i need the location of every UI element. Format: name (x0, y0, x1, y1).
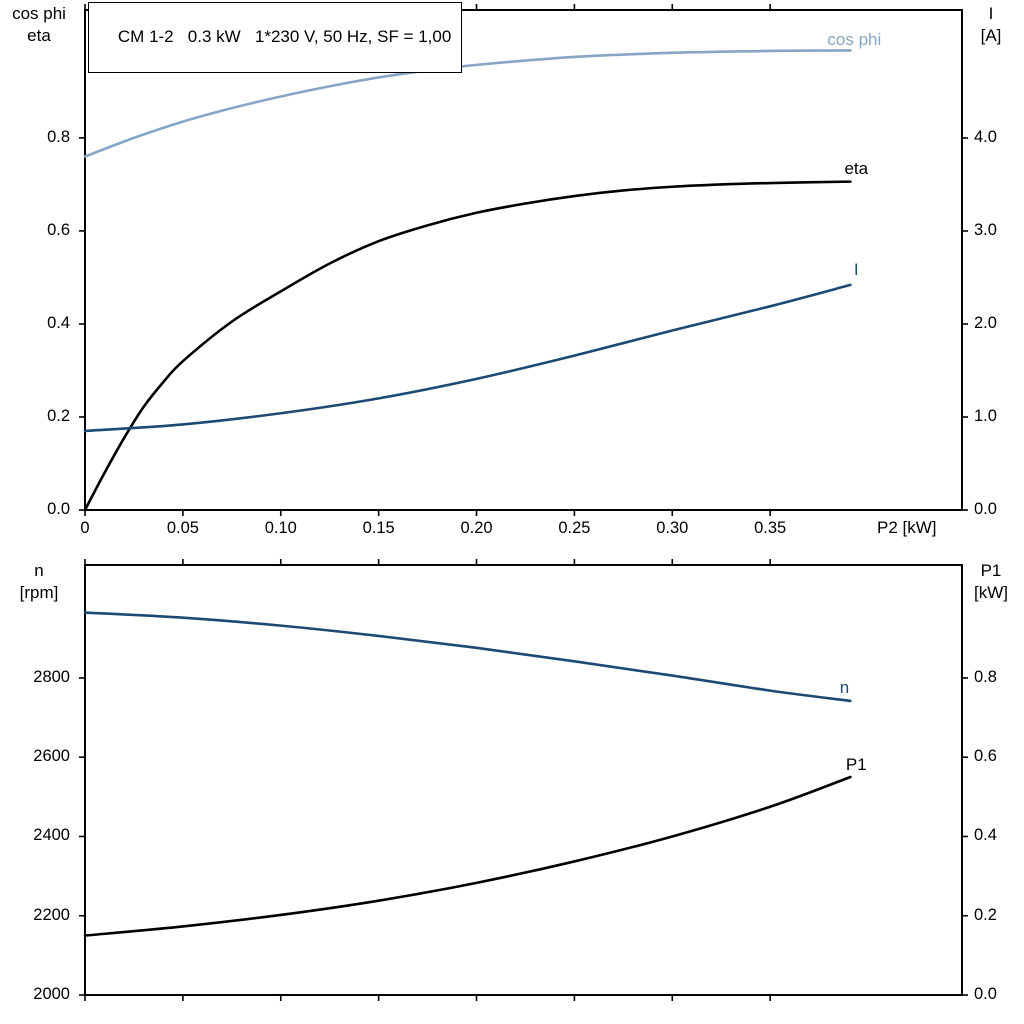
top-left-axis-title: cos phi eta (2, 3, 76, 47)
right-axis-title-line2: [A] (980, 26, 1002, 45)
left-tick-label: 2000 (33, 985, 70, 1004)
left-axis-title-line2: eta (27, 26, 51, 45)
right-tick-label: 0.4 (974, 826, 997, 845)
bottom-left-axis-title: n [rpm] (2, 560, 76, 604)
right-tick-label: 2.0 (974, 314, 997, 333)
curve-p1 (83, 775, 852, 937)
left-tick-label: 2200 (33, 905, 70, 924)
right-tick-label: 4.0 (974, 128, 997, 147)
curve-label-p1: P1 (845, 755, 867, 775)
x-axis-label: P2 [kW] (877, 518, 937, 537)
left-tick-label: 2400 (33, 826, 70, 845)
x-tick-label: 0.15 (362, 519, 395, 537)
left-axis-title-line1: cos phi (12, 4, 66, 23)
x-tick-label: 0.10 (264, 519, 297, 537)
right-tick-label: 0.2 (974, 905, 997, 924)
chart-title: CM 1-2 0.3 kW 1*230 V, 50 Hz, SF = 1,00 (117, 27, 452, 46)
plot-border-0 (84, 9, 963, 511)
top-right-axis-title: I [A] (962, 3, 1020, 47)
x-tick-label: 0.25 (558, 519, 591, 537)
plot-border-1 (84, 564, 963, 996)
x-tick-label: 0.35 (754, 519, 787, 537)
curve-cos-phi (83, 49, 852, 158)
p1-axis-title-line2: [kW] (974, 583, 1008, 602)
curve-n (83, 611, 852, 703)
left-tick-label: 0.6 (47, 221, 70, 240)
x-tick-label: 0.05 (166, 519, 199, 537)
x-tick-label: 0.30 (656, 519, 689, 537)
p1-axis-title-line1: P1 (980, 561, 1002, 580)
curve-label-cos-phi: cos phi (827, 29, 882, 49)
left-tick-label: 2600 (33, 747, 70, 766)
title-box: CM 1-2 0.3 kW 1*230 V, 50 Hz, SF = 1,00 (88, 2, 463, 73)
right-axis-title-line1: I (988, 4, 994, 23)
right-tick-label: 0.8 (974, 668, 997, 687)
curve-label-i: I (853, 260, 859, 280)
left-tick-label: 0.2 (47, 407, 70, 426)
curve-eta (83, 180, 852, 512)
left-tick-label: 0.8 (47, 128, 70, 147)
left-tick-label: 0.4 (47, 314, 70, 333)
bottom-right-axis-title: P1 [kW] (962, 560, 1020, 604)
right-tick-label: 0.6 (974, 747, 997, 766)
x-tick-label: 0.20 (460, 519, 493, 537)
curve-i (83, 283, 852, 433)
curve-label-n: n (839, 677, 850, 697)
left-tick-label: 2800 (33, 668, 70, 687)
n-axis-title-line1: n (34, 561, 44, 580)
left-tick-label: 0.0 (47, 500, 70, 519)
right-tick-label: 1.0 (974, 407, 997, 426)
curve-label-eta: eta (844, 159, 869, 179)
n-axis-title-line2: [rpm] (19, 583, 59, 602)
right-tick-label: 0.0 (974, 985, 997, 1004)
x-tick-label: 0 (80, 519, 90, 537)
right-tick-label: 3.0 (974, 221, 997, 240)
right-tick-label: 0.0 (974, 500, 997, 519)
